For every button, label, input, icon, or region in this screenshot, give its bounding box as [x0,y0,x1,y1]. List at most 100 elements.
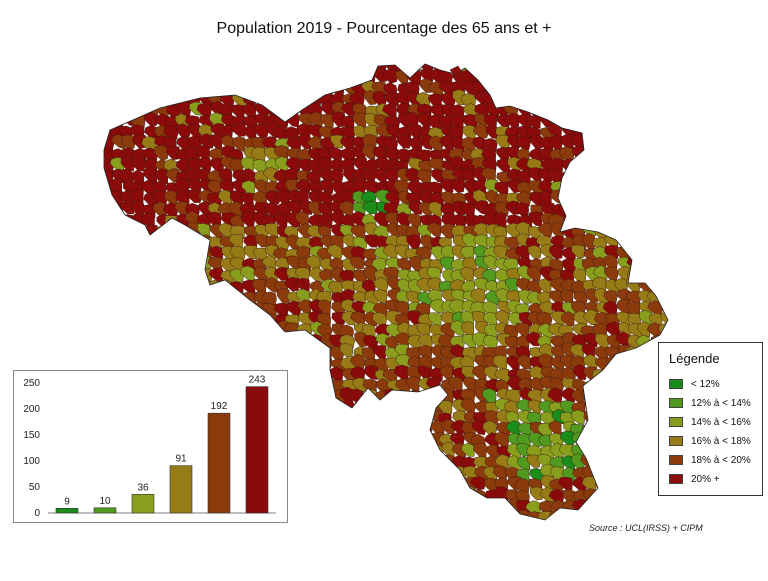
municipality-cell [397,476,413,491]
municipality-cell [649,145,664,161]
municipality-cell [660,255,668,271]
municipality-cell [560,79,576,94]
municipality-cell [627,144,642,159]
municipality-cell [625,136,641,153]
municipality-cell [492,354,508,371]
legend-swatch-icon [669,455,683,465]
municipality-cell [604,147,620,163]
municipality-cell [548,488,565,504]
municipality-cell [651,90,666,105]
legend-label: 14% à < 16% [691,416,751,428]
municipality-cell [339,500,354,515]
municipality-cell [527,64,543,73]
municipality-cell [560,90,576,106]
municipality-cell [616,388,632,405]
municipality-cell [118,313,135,329]
municipality-cell [319,475,334,490]
municipality-cell [427,114,444,131]
municipality-cell [341,519,355,520]
municipality-cell [626,498,642,514]
municipality-cell [384,211,399,226]
municipality-cell [118,336,135,351]
municipality-cell [372,311,388,328]
municipality-cell [515,398,532,413]
municipality-cell [104,92,114,107]
municipality-cell [405,111,419,127]
municipality-cell [407,180,423,196]
municipality-cell [350,508,366,520]
municipality-cell [618,322,632,338]
municipality-cell [614,191,630,206]
municipality-cell [120,155,136,172]
municipality-cell [426,266,441,282]
municipality-cell [584,81,599,96]
municipality-cell [417,455,432,471]
municipality-cell [583,135,596,150]
municipality-cell [570,388,585,404]
municipality-cell [592,455,607,470]
municipality-cell [640,464,654,480]
municipality-cell [585,181,599,197]
municipality-cell [647,300,664,315]
municipality-cell [482,519,497,520]
municipality-cell [251,278,267,294]
municipality-cell [582,145,597,162]
municipality-cell [352,498,367,515]
municipality-cell [516,468,530,483]
municipality-cell [506,93,522,107]
municipality-cell [385,523,397,536]
legend-label: 20% + [691,473,720,485]
municipality-cell [626,179,642,195]
municipality-cell [441,441,455,458]
municipality-cell [352,236,368,252]
municipality-cell [384,466,400,482]
municipality-cell [243,125,257,140]
municipality-cell [361,144,376,160]
municipality-cell [188,277,204,294]
municipality-cell [637,321,650,337]
municipality-cell [133,258,149,273]
municipality-cell [623,159,639,175]
municipality-cell [219,125,233,139]
municipality-cell [495,422,511,436]
municipality-cell [175,266,190,283]
municipality-cell [219,346,235,361]
municipality-cell [440,244,455,260]
municipality-cell [659,269,668,285]
municipality-cell [123,255,138,271]
municipality-cell [581,476,596,492]
municipality-cell [350,224,366,239]
municipality-cell [418,442,433,458]
municipality-cell [636,111,651,128]
municipality-cell [372,475,386,492]
municipality-cell [426,455,441,470]
municipality-cell [385,191,401,206]
municipality-cell [251,146,266,162]
municipality-cell [628,443,644,460]
municipality-cell [154,71,169,87]
municipality-cell [206,211,222,227]
municipality-cell [515,334,530,351]
municipality-cell [397,486,411,503]
municipality-cell [659,509,668,520]
municipality-cell [153,323,167,338]
municipality-cell [636,243,652,260]
municipality-cell [287,200,302,215]
municipality-cell [111,223,126,239]
municipality-cell [660,213,668,229]
municipality-cell [618,221,634,239]
municipality-cell [186,64,203,75]
municipality-cell [262,342,278,358]
municipality-cell [218,81,233,97]
municipality-cell [306,170,321,186]
municipality-cell [153,64,168,73]
municipality-cell [406,401,421,417]
legend-item: 12% à < 14% [669,396,751,410]
municipality-cell [383,453,398,467]
municipality-cell [364,465,379,482]
municipality-cell [122,82,138,98]
municipality-cell [340,115,355,131]
municipality-cell [307,333,323,350]
municipality-cell [287,443,301,459]
municipality-cell [198,320,211,337]
